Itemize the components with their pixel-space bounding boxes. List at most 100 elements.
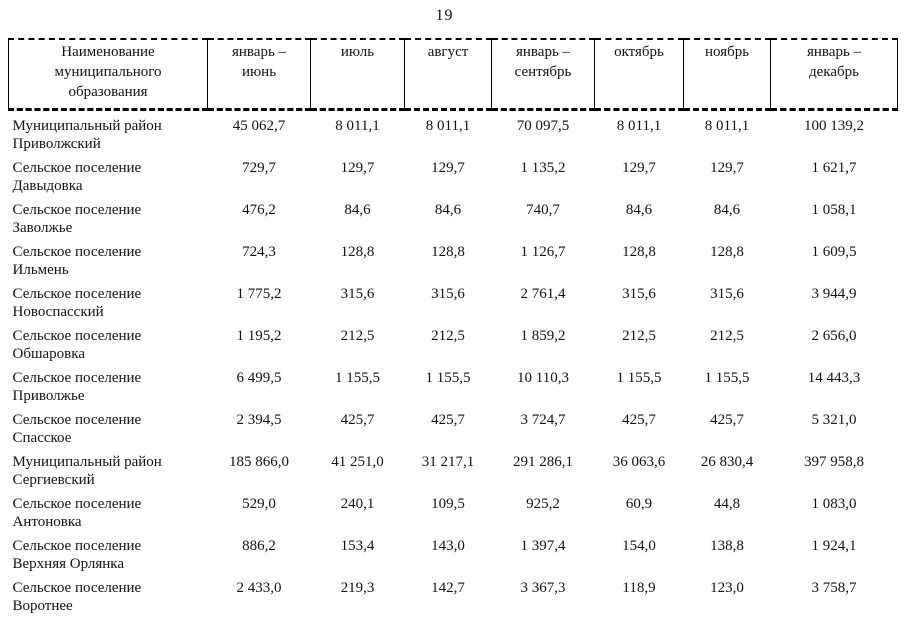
page-number: 19 <box>435 7 454 24</box>
row-name-cell: Сельское поселение Обшаровка <box>12 328 142 362</box>
value-cell: 8 011,1 <box>616 118 662 134</box>
value-cell: 41 251,0 <box>331 454 384 470</box>
value-cell: 44,8 <box>713 496 741 512</box>
table-row: Сельское поселение Обшаровка 1 195,2 212,5… <box>9 323 898 365</box>
value-cell: 1 155,5 <box>335 370 380 386</box>
value-cell: 1 859,2 <box>520 328 566 344</box>
value-cell: 212,5 <box>431 328 465 344</box>
column-header-7: январь – декабрь <box>770 38 898 111</box>
value-cell: 6 499,5 <box>236 370 282 386</box>
value-cell: 1 155,5 <box>425 370 471 386</box>
row-name-cell: Сельское поселение Верхняя Орлянка <box>12 538 142 572</box>
value-cell: 70 097,5 <box>516 118 570 134</box>
table-row: Сельское поселение Воротнее 2 433,0 219,3 1… <box>9 575 898 617</box>
value-cell: 476,2 <box>242 202 276 218</box>
column-header-0: Наименование муниципального образования <box>8 38 208 111</box>
value-cell: 2 433,0 <box>236 580 282 596</box>
value-cell: 1 058,1 <box>811 202 857 218</box>
row-name-cell: Сельское поселение Ильмень <box>12 244 142 278</box>
value-cell: 425,7 <box>431 412 465 428</box>
value-cell: 100 139,2 <box>804 118 864 134</box>
value-cell: 1 924,1 <box>811 538 857 554</box>
column-header-1: январь – июнь <box>207 38 311 111</box>
table-row: Муниципальный район Сергиевский 185 866,0… <box>9 449 898 491</box>
row-name-cell: Сельское поселение Заволжье <box>12 202 142 236</box>
value-cell: 36 063,6 <box>612 454 666 470</box>
value-cell: 84,6 <box>713 202 741 218</box>
value-cell: 109,5 <box>431 496 465 512</box>
value-cell: 143,0 <box>431 538 465 554</box>
value-cell: 26 830,4 <box>700 454 754 470</box>
value-cell: 45 062,7 <box>232 118 286 134</box>
table-row: Сельское поселение Спасское 2 394,5 425,7 4… <box>9 407 898 449</box>
value-cell: 138,8 <box>710 538 744 554</box>
value-cell: 185 866,0 <box>229 454 289 470</box>
value-cell: 212,5 <box>622 328 656 344</box>
table-row: Сельское поселение Заволжье 476,2 84,6 84,6… <box>9 197 898 239</box>
table-row: Сельское поселение Ильмень 724,3 128,8 128,… <box>9 239 898 281</box>
table-row: Муниципальный район Приволжский 45 062,7 8… <box>9 110 898 156</box>
value-cell: 5 321,0 <box>811 412 857 428</box>
column-header-6: ноябрь <box>683 38 771 111</box>
value-cell: 925,2 <box>526 496 560 512</box>
value-cell: 84,6 <box>344 202 371 218</box>
table-row: Сельское поселение Приволжье 6 499,5 1 155… <box>9 365 898 407</box>
value-cell: 529,0 <box>242 496 276 512</box>
value-cell: 1 621,7 <box>811 160 857 176</box>
row-name-cell: Сельское поселение Давыдовка <box>12 160 142 194</box>
value-cell: 740,7 <box>526 202 560 218</box>
table-row: Сельское поселение Антоновка 529,0 240,1 10… <box>9 491 898 533</box>
value-cell: 1 397,4 <box>520 538 566 554</box>
value-cell: 1 155,5 <box>704 370 750 386</box>
value-cell: 10 110,3 <box>517 370 569 386</box>
value-cell: 129,7 <box>710 160 744 176</box>
row-name-cell: Муниципальный район Приволжский <box>12 118 162 152</box>
value-cell: 212,5 <box>710 328 744 344</box>
value-cell: 14 443,3 <box>807 370 861 386</box>
value-cell: 8 011,1 <box>704 118 750 134</box>
value-cell: 84,6 <box>434 202 462 218</box>
value-cell: 128,8 <box>431 244 465 260</box>
value-cell: 1 083,0 <box>811 496 857 512</box>
value-cell: 291 286,1 <box>513 454 573 470</box>
value-cell: 425,7 <box>710 412 744 428</box>
value-cell: 8 011,1 <box>425 118 471 134</box>
row-name-cell: Сельское поселение Антоновка <box>12 496 142 530</box>
value-cell: 1 135,2 <box>520 160 566 176</box>
row-name-cell: Сельское поселение Воротнее <box>12 580 142 614</box>
value-cell: 1 609,5 <box>811 244 857 260</box>
table-row: Сельское поселение Верхняя Орлянка 886,2 1… <box>9 533 898 575</box>
value-cell: 240,1 <box>340 496 375 512</box>
row-name-cell: Муниципальный район Сергиевский <box>12 454 162 488</box>
value-cell: 425,7 <box>340 412 375 428</box>
value-cell: 886,2 <box>242 538 276 554</box>
value-cell: 2 761,4 <box>520 286 566 302</box>
column-header-5: октябрь <box>594 38 684 111</box>
value-cell: 8 011,1 <box>335 118 380 134</box>
value-cell: 2 656,0 <box>811 328 857 344</box>
row-name-cell: Сельское поселение Приволжье <box>12 370 142 404</box>
municipal-report-table: Наименование муниципального образования я… <box>8 38 898 617</box>
value-cell: 84,6 <box>625 202 653 218</box>
table-row: Сельское поселение Давыдовка 729,7 129,7 12… <box>9 155 898 197</box>
column-header-2: июль <box>310 38 405 111</box>
value-cell: 724,3 <box>242 244 276 260</box>
value-cell: 128,8 <box>710 244 744 260</box>
value-cell: 3 758,7 <box>811 580 857 596</box>
value-cell: 118,9 <box>622 580 656 596</box>
value-cell: 729,7 <box>242 160 276 176</box>
value-cell: 3 367,3 <box>520 580 566 596</box>
value-cell: 1 775,2 <box>236 286 282 302</box>
table-row: Сельское поселение Новоспасский 1 775,2 31… <box>9 281 898 323</box>
value-cell: 129,7 <box>622 160 656 176</box>
value-cell: 315,6 <box>431 286 465 302</box>
value-cell: 128,8 <box>340 244 375 260</box>
value-cell: 212,5 <box>340 328 375 344</box>
value-cell: 397 958,8 <box>804 454 864 470</box>
table-header-row: Наименование муниципального образования я… <box>8 38 898 111</box>
value-cell: 123,0 <box>710 580 744 596</box>
column-header-3: август <box>404 38 492 111</box>
value-cell: 315,6 <box>622 286 656 302</box>
value-cell: 153,4 <box>340 538 375 554</box>
